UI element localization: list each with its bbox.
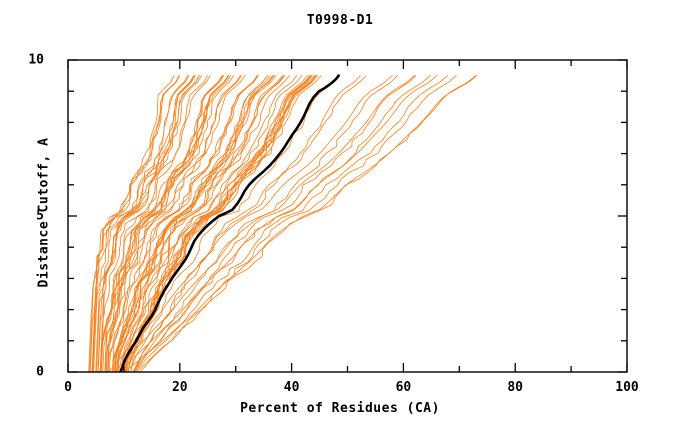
curve-group (88, 74, 478, 372)
y-tick-label: 5 (36, 208, 44, 224)
prediction-curve (112, 75, 274, 372)
prediction-curve-outlier (118, 75, 438, 372)
y-tick-label: 10 (28, 52, 44, 68)
prediction-curve (125, 75, 311, 372)
prediction-curve (105, 75, 246, 372)
x-axis-label: Percent of Residues (CA) (240, 401, 440, 416)
prediction-curve (97, 75, 202, 372)
prediction-curve (102, 75, 223, 372)
prediction-curve (121, 75, 285, 372)
prediction-curve (92, 75, 190, 372)
prediction-curve (89, 75, 180, 372)
prediction-curve (96, 75, 200, 372)
prediction-curve (136, 75, 478, 372)
reference-curve (119, 74, 340, 372)
prediction-curve (132, 75, 398, 372)
prediction-curve (106, 75, 242, 372)
prediction-curve (122, 75, 303, 372)
prediction-curve (114, 75, 275, 372)
prediction-curve (119, 75, 290, 372)
y-tick-label: 0 (36, 364, 44, 380)
chart-title: T0998-D1 (306, 13, 374, 28)
x-tick-label: 0 (64, 380, 72, 395)
prediction-curve (132, 75, 367, 372)
prediction-curve-outlier (123, 75, 477, 372)
prediction-curve (130, 75, 316, 372)
prediction-curve (130, 75, 341, 372)
prediction-curve (125, 75, 312, 372)
prediction-curve (117, 75, 271, 372)
prediction-curve-outlier (108, 75, 393, 372)
x-tick-label: 80 (507, 380, 524, 395)
prediction-curve (134, 75, 417, 372)
prediction-curve (99, 75, 208, 372)
prediction-curve (133, 75, 361, 372)
prediction-curve (91, 75, 180, 372)
prediction-curve (124, 75, 313, 372)
x-tick-label: 100 (615, 380, 639, 395)
prediction-curve (127, 75, 322, 372)
prediction-curve-outlier (113, 75, 415, 372)
prediction-curve (139, 75, 457, 372)
prediction-curve (113, 75, 259, 372)
x-tick-label: 60 (395, 380, 412, 395)
prediction-curve (132, 75, 431, 372)
prediction-curve (124, 75, 316, 372)
x-tick-label: 20 (171, 380, 188, 395)
prediction-curve (95, 75, 195, 372)
x-tick-label: 40 (283, 380, 300, 395)
prediction-curve (104, 75, 229, 372)
prediction-curve (117, 75, 277, 372)
prediction-curve (121, 75, 298, 372)
prediction-curve (134, 75, 449, 372)
prediction-curve (112, 75, 241, 372)
